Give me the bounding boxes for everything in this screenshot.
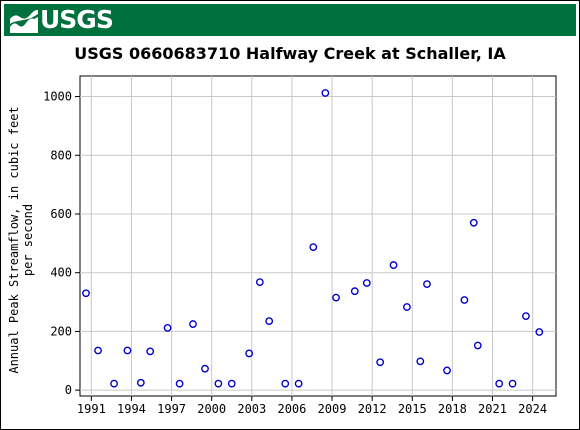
data-point xyxy=(214,379,223,388)
data-point xyxy=(189,320,197,328)
x-tick-label: 2024 xyxy=(518,402,547,416)
data-point xyxy=(473,341,482,350)
y-tick-label: 0 xyxy=(65,383,72,397)
data-point xyxy=(522,312,530,321)
data-point xyxy=(136,378,145,387)
data-point xyxy=(389,261,398,269)
grid-lines xyxy=(80,76,556,396)
x-tick-label: 2006 xyxy=(277,402,306,416)
data-point xyxy=(508,379,517,388)
data-point xyxy=(175,379,184,388)
data-point xyxy=(350,287,359,296)
data-point xyxy=(255,278,264,286)
data-point xyxy=(123,346,132,355)
data-point xyxy=(362,279,371,287)
data-points xyxy=(82,89,544,388)
data-point xyxy=(94,346,102,355)
data-point xyxy=(163,323,172,332)
x-tick-label: 1997 xyxy=(157,402,186,416)
data-point xyxy=(309,243,318,252)
data-point xyxy=(460,296,469,304)
data-point xyxy=(332,293,340,302)
x-axis-ticks: 1991 1994 1997 2000 2003 2006 2009 2012 2015 2018… xyxy=(77,396,547,416)
data-point xyxy=(146,347,155,356)
x-tick-label: 1994 xyxy=(117,402,146,416)
y-tick-label: 200 xyxy=(50,324,72,338)
x-tick-label: 2003 xyxy=(237,402,266,416)
data-point xyxy=(245,349,254,358)
data-point xyxy=(110,379,118,388)
x-tick-label: 2018 xyxy=(438,402,467,416)
x-tick-label: 2000 xyxy=(197,402,226,416)
y-tick-label: 800 xyxy=(50,148,72,162)
data-point xyxy=(227,379,236,388)
usgs-logo[interactable]: USGS xyxy=(10,5,114,34)
data-point xyxy=(495,379,504,388)
logo-text: USGS xyxy=(40,5,114,34)
y-tick-label: 600 xyxy=(50,207,72,221)
y-axis-label-line1: Annual Peak Streamflow, in cubic feet xyxy=(7,106,21,373)
x-tick-label: 2012 xyxy=(358,402,387,416)
data-point xyxy=(403,303,411,311)
usgs-wave-icon xyxy=(10,9,38,33)
header-bar: USGS xyxy=(4,4,576,36)
data-point xyxy=(321,89,330,97)
data-point xyxy=(535,328,544,336)
data-point xyxy=(376,358,385,367)
data-point xyxy=(423,280,431,289)
y-axis-label-line2: per second xyxy=(21,204,35,276)
x-tick-label: 2021 xyxy=(478,402,507,416)
x-tick-label: 2015 xyxy=(398,402,427,416)
x-tick-label: 1991 xyxy=(77,402,106,416)
data-point xyxy=(201,364,209,373)
data-point xyxy=(469,218,478,227)
data-point xyxy=(416,357,425,366)
chart-title: USGS 0660683710 Halfway Creek at Schalle… xyxy=(74,44,506,63)
data-point xyxy=(281,379,290,388)
y-axis-ticks: 0 200 400 600 800 1000 xyxy=(43,90,80,397)
y-tick-label: 400 xyxy=(50,266,72,280)
y-tick-label: 1000 xyxy=(43,90,72,104)
x-tick-label: 2009 xyxy=(318,402,347,416)
data-point xyxy=(82,289,90,298)
data-point xyxy=(443,366,451,375)
data-point xyxy=(294,379,303,388)
data-point xyxy=(265,317,274,326)
